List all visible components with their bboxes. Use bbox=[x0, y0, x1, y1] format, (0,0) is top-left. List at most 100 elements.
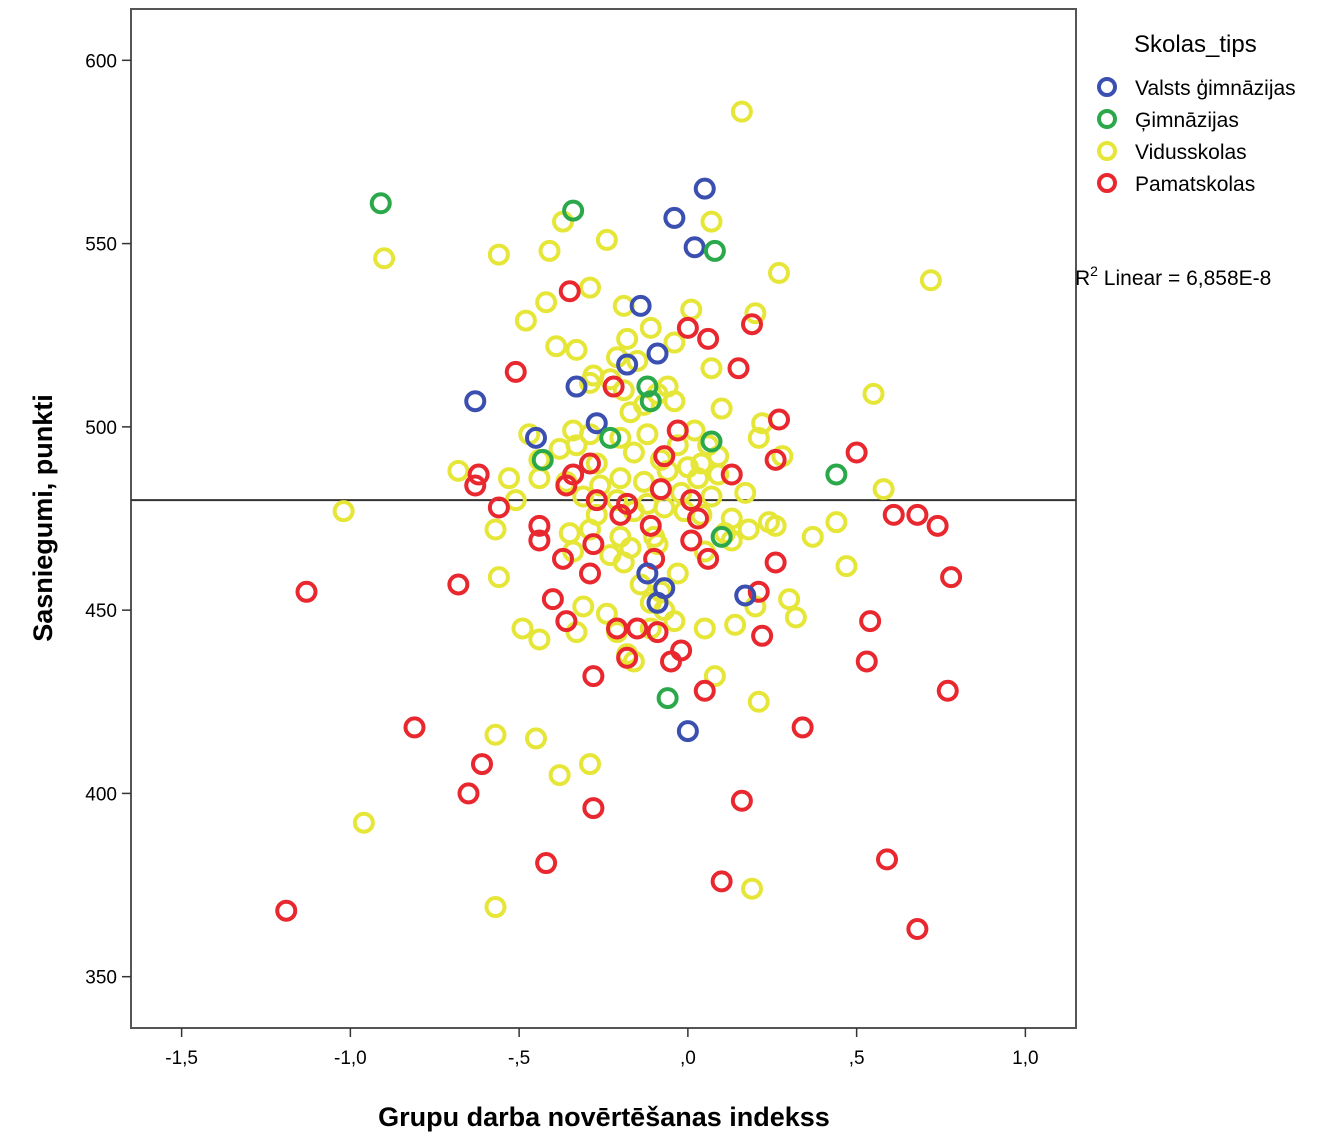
r2-superscript: 2 bbox=[1090, 263, 1098, 279]
point-vidusskolas bbox=[724, 613, 747, 636]
point-pamatskolas bbox=[467, 463, 490, 486]
point-pamatskolas bbox=[660, 650, 682, 673]
legend-label: Ģimnāzijas bbox=[1135, 109, 1239, 132]
point-vidusskolas bbox=[784, 606, 807, 629]
point-pamatskolas bbox=[616, 646, 639, 669]
point-vidusskolas bbox=[525, 727, 547, 750]
point-vidusskolas bbox=[487, 566, 510, 589]
y-tick-label: 450 bbox=[85, 601, 117, 622]
point-pamatskolas bbox=[741, 313, 763, 336]
point-pamatskolas bbox=[859, 610, 882, 633]
legend-label: Valsts ģimnāzijas bbox=[1135, 77, 1296, 100]
point-valsts-gimnazijas bbox=[616, 353, 639, 376]
y-tick-label: 350 bbox=[85, 968, 117, 989]
point-pamatskolas bbox=[582, 533, 605, 556]
point-vidusskolas bbox=[646, 533, 669, 556]
legend-label: Pamatskolas bbox=[1135, 173, 1255, 196]
legend-title: Skolas_tips bbox=[1134, 31, 1257, 58]
point-vidusskolas bbox=[373, 247, 396, 270]
point-vidusskolas bbox=[734, 481, 757, 504]
point-vidusskolas bbox=[484, 723, 507, 746]
point-vidusskolas bbox=[609, 426, 632, 449]
point-gimnazijas bbox=[639, 390, 662, 413]
point-pamatskolas bbox=[876, 848, 898, 871]
point-vidusskolas bbox=[511, 617, 534, 640]
point-vidusskolas bbox=[919, 269, 942, 292]
point-vidusskolas bbox=[579, 276, 601, 299]
point-valsts-gimnazijas bbox=[525, 426, 547, 449]
point-valsts-gimnazijas bbox=[565, 375, 588, 398]
legend-marker bbox=[1097, 173, 1117, 193]
point-gimnazijas bbox=[531, 448, 554, 471]
point-vidusskolas bbox=[687, 467, 709, 490]
point-pamatskolas bbox=[487, 496, 510, 519]
data-points bbox=[275, 100, 963, 941]
point-gimnazijas bbox=[656, 687, 679, 710]
point-pamatskolas bbox=[680, 489, 703, 512]
point-vidusskolas bbox=[700, 210, 723, 233]
point-pamatskolas bbox=[676, 316, 699, 339]
y-tick-label: 400 bbox=[85, 784, 117, 805]
point-vidusskolas bbox=[720, 529, 743, 552]
point-vidusskolas bbox=[498, 467, 520, 490]
point-vidusskolas bbox=[690, 503, 713, 526]
point-pamatskolas bbox=[555, 610, 578, 633]
point-vidusskolas bbox=[768, 261, 790, 284]
x-tick-label: ,5 bbox=[849, 1048, 865, 1069]
point-gimnazijas bbox=[710, 525, 733, 548]
point-gimnazijas bbox=[703, 239, 726, 262]
point-pamatskolas bbox=[727, 357, 750, 380]
point-vidusskolas bbox=[872, 478, 895, 501]
point-pamatskolas bbox=[906, 918, 929, 941]
point-pamatskolas bbox=[585, 489, 608, 512]
point-vidusskolas bbox=[538, 239, 561, 262]
point-vidusskolas bbox=[484, 518, 507, 541]
point-pamatskolas bbox=[447, 573, 470, 596]
point-pamatskolas bbox=[926, 514, 949, 537]
point-vidusskolas bbox=[747, 690, 770, 713]
point-pamatskolas bbox=[555, 474, 578, 497]
point-valsts-gimnazijas bbox=[676, 720, 699, 743]
point-pamatskolas bbox=[720, 463, 743, 486]
point-vidusskolas bbox=[572, 595, 595, 618]
point-vidusskolas bbox=[747, 426, 770, 449]
point-vidusskolas bbox=[332, 500, 355, 523]
point-gimnazijas bbox=[636, 375, 659, 398]
point-pamatskolas bbox=[751, 624, 774, 647]
point-pamatskolas bbox=[609, 503, 632, 526]
point-pamatskolas bbox=[764, 551, 787, 574]
point-valsts-gimnazijas bbox=[646, 591, 669, 614]
point-pamatskolas bbox=[464, 474, 487, 497]
point-vidusskolas bbox=[737, 518, 760, 541]
y-tick-label: 500 bbox=[85, 418, 117, 439]
r2-prefix: R bbox=[1075, 267, 1090, 290]
point-vidusskolas bbox=[612, 379, 635, 402]
point-valsts-gimnazijas bbox=[663, 206, 686, 229]
point-gimnazijas bbox=[825, 463, 848, 486]
y-axis: 350 400 450 500 550 600 bbox=[85, 51, 131, 989]
point-vidusskolas bbox=[730, 100, 753, 123]
point-vidusskolas bbox=[666, 562, 689, 585]
point-pamatskolas bbox=[403, 716, 426, 739]
point-vidusskolas bbox=[626, 349, 649, 372]
x-tick-label: -1,0 bbox=[334, 1048, 367, 1069]
point-pamatskolas bbox=[602, 375, 625, 398]
point-pamatskolas bbox=[582, 665, 605, 688]
point-vidusskolas bbox=[565, 434, 588, 457]
point-pamatskolas bbox=[693, 679, 716, 702]
point-vidusskolas bbox=[835, 555, 858, 578]
point-pamatskolas bbox=[768, 408, 790, 431]
point-vidusskolas bbox=[663, 610, 686, 633]
point-vidusskolas bbox=[744, 302, 767, 325]
x-tick-label: ,0 bbox=[680, 1048, 696, 1069]
point-pamatskolas bbox=[295, 580, 318, 603]
point-vidusskolas bbox=[612, 551, 635, 574]
x-axis-title: Grupu darba novērtēšanas indekss bbox=[378, 1102, 830, 1132]
point-vidusskolas bbox=[703, 665, 726, 688]
point-pamatskolas bbox=[646, 621, 669, 644]
point-vidusskolas bbox=[862, 382, 885, 405]
point-pamatskolas bbox=[936, 679, 959, 702]
point-pamatskolas bbox=[552, 547, 574, 570]
point-pamatskolas bbox=[275, 899, 298, 922]
